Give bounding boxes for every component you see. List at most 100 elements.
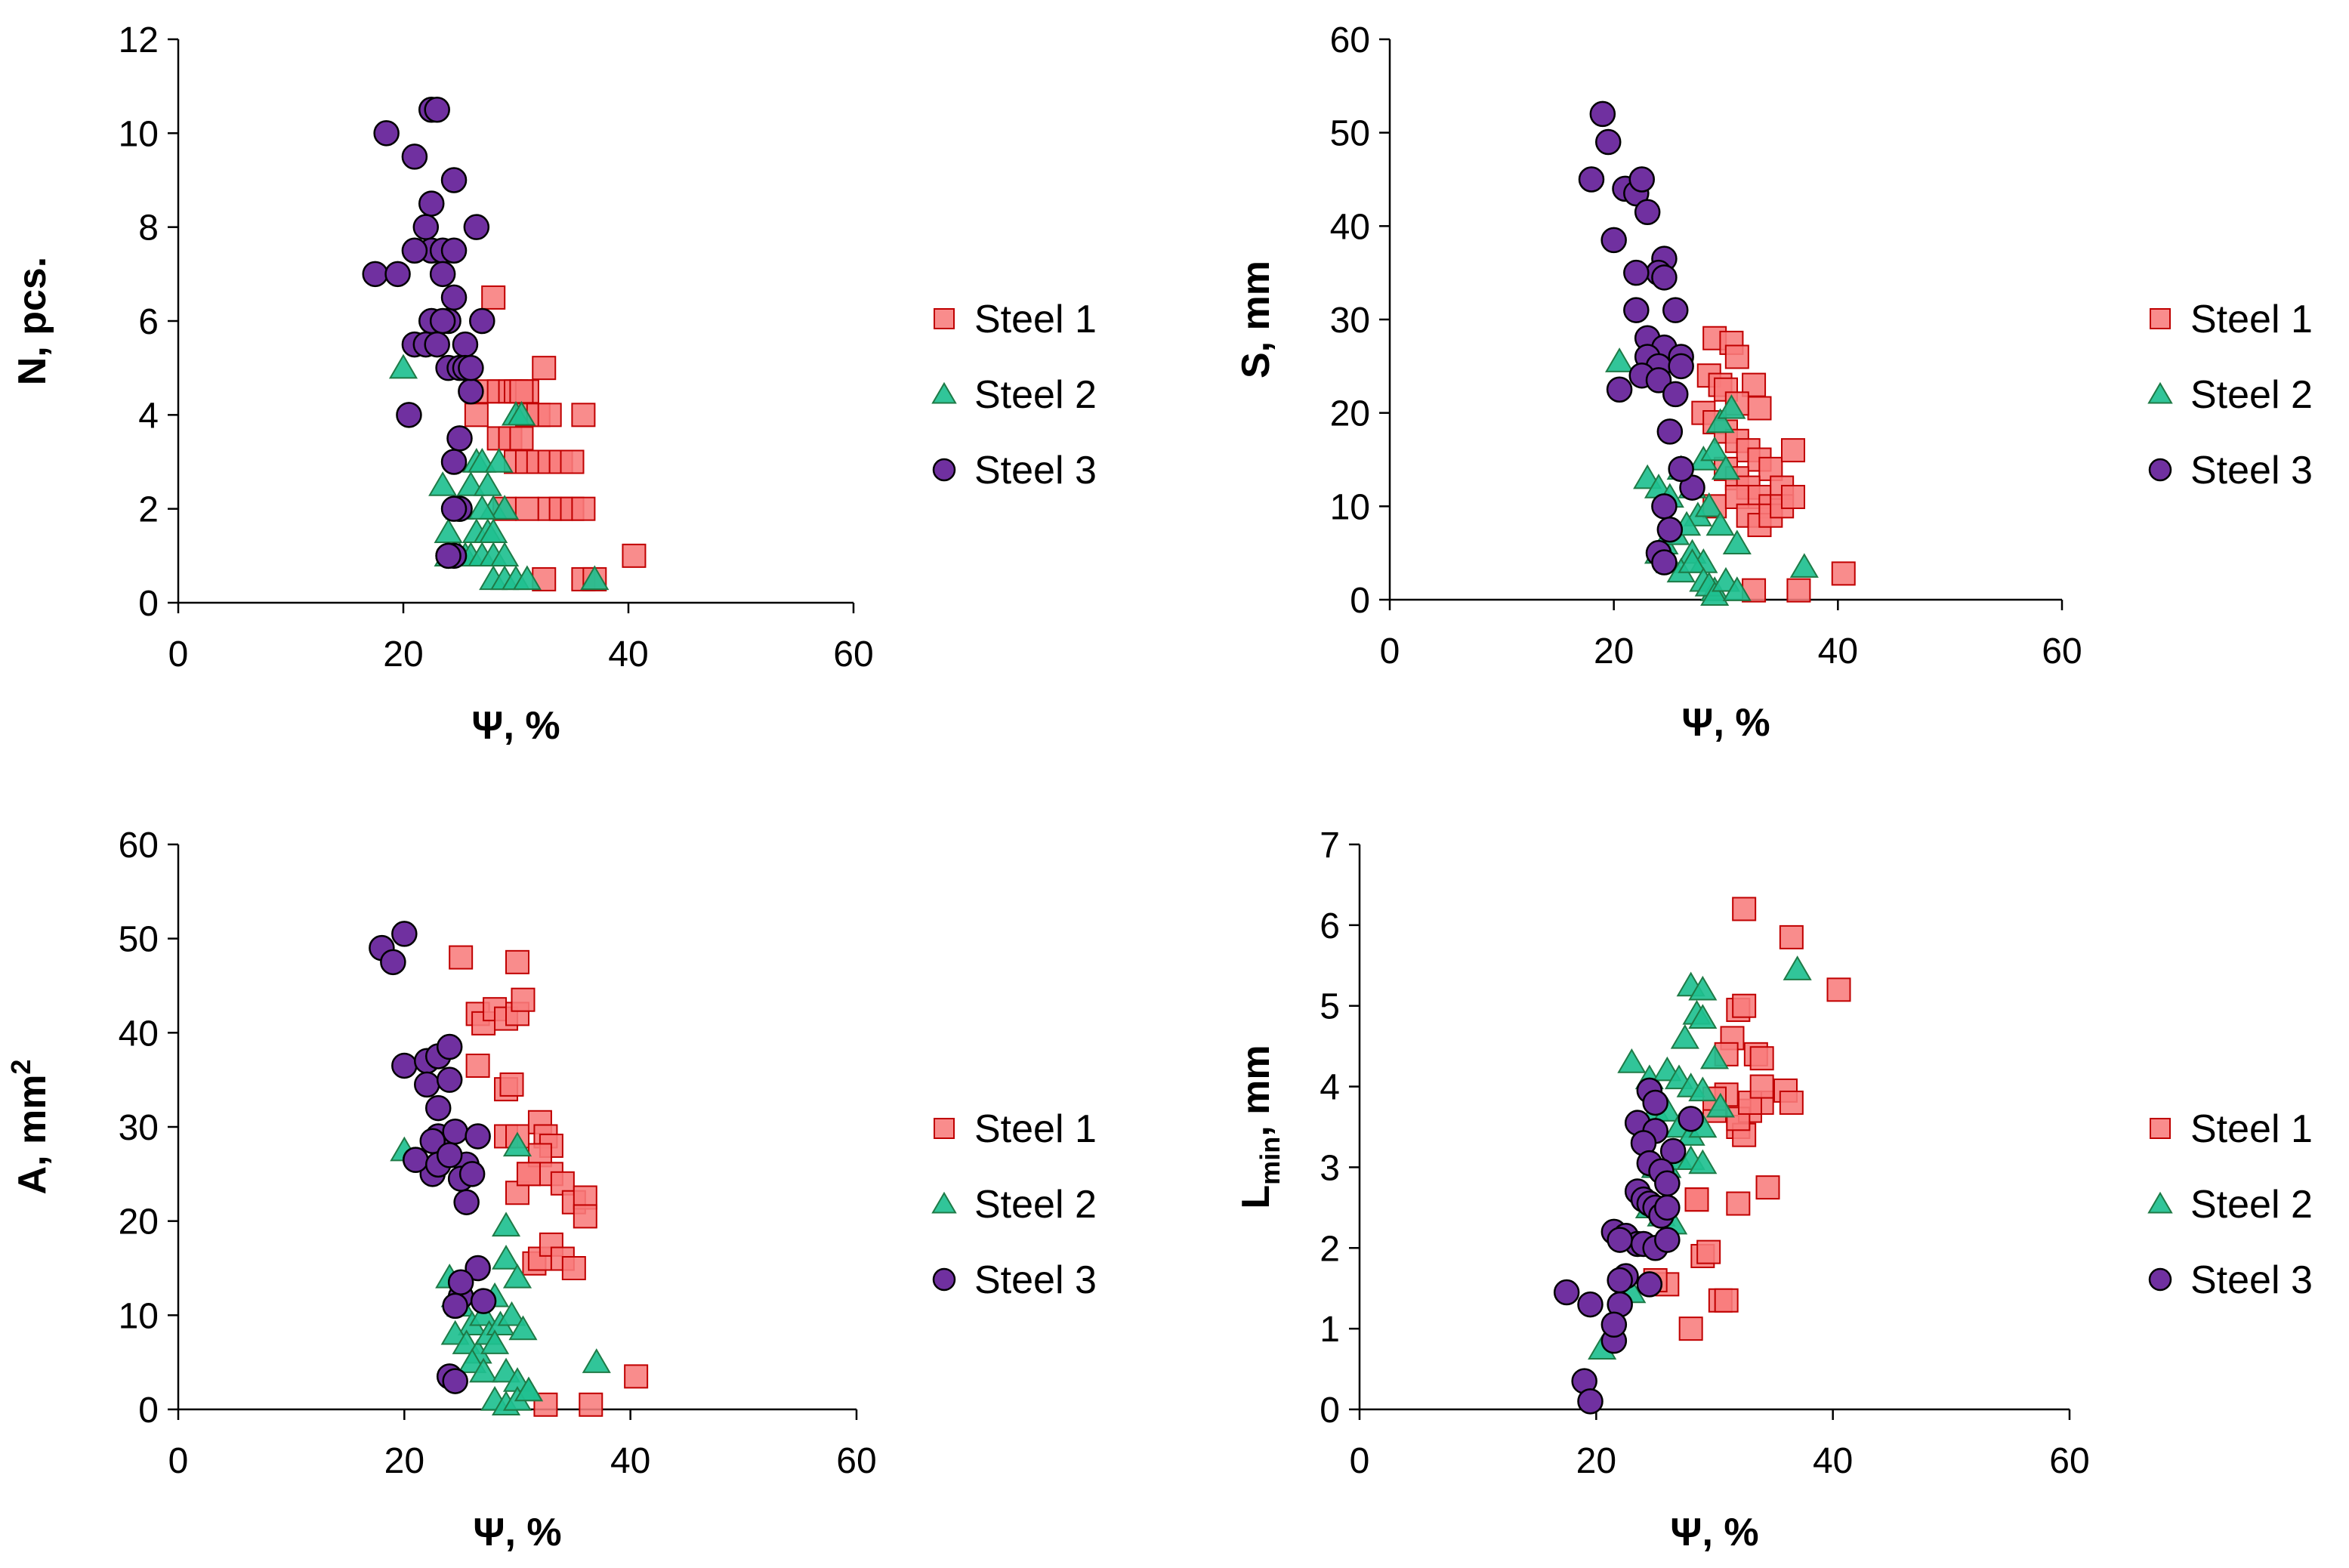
- data-point: [1714, 1288, 1739, 1313]
- data-point: [458, 378, 484, 405]
- data-point: [453, 1189, 480, 1215]
- data-point: [1668, 455, 1694, 483]
- legend: Steel 1 Steel 2 Steel 3: [931, 1107, 1097, 1302]
- data-point: [401, 144, 428, 170]
- data-point: [1656, 517, 1684, 543]
- data-point: [424, 97, 450, 123]
- legend-marker: [934, 308, 955, 329]
- data-point: [1749, 1046, 1774, 1071]
- data-point: [1578, 166, 1605, 193]
- data-point: [1662, 297, 1689, 323]
- data-point: [1589, 100, 1616, 128]
- data-point: [1826, 977, 1851, 1002]
- data-point: [1688, 1076, 1718, 1102]
- data-point: [436, 1033, 463, 1060]
- legend-marker: [932, 458, 956, 482]
- legend-label: Steel 3: [2190, 449, 2313, 492]
- y-tick-label: 10: [119, 1296, 159, 1336]
- data-point: [507, 400, 536, 426]
- data-point: [512, 565, 542, 591]
- data-point: [1831, 561, 1856, 586]
- y-axis-title: A, mm2: [5, 1060, 54, 1195]
- data-point: [509, 379, 534, 404]
- data-point: [436, 1142, 463, 1168]
- data-point: [1722, 576, 1752, 601]
- data-point: [480, 1329, 510, 1354]
- data-point: [1732, 993, 1757, 1018]
- data-point: [1623, 259, 1650, 286]
- data-point: [514, 1376, 544, 1402]
- x-tick-label: 40: [608, 634, 648, 674]
- series-steel-3: [369, 921, 497, 1394]
- legend-marker: [931, 381, 957, 404]
- x-tick-label: 40: [1818, 631, 1858, 671]
- y-tick-label: 30: [1330, 301, 1370, 341]
- data-point: [502, 1263, 532, 1289]
- data-point: [373, 120, 400, 147]
- data-point: [414, 1071, 440, 1098]
- y-tick-label: 1: [1320, 1310, 1340, 1350]
- data-point: [580, 565, 610, 591]
- data-point: [429, 261, 456, 288]
- data-point: [1636, 1271, 1663, 1298]
- data-point: [511, 987, 536, 1012]
- legend-label: Steel 1: [974, 298, 1097, 341]
- data-point: [1705, 1092, 1735, 1118]
- data-point: [624, 1364, 649, 1389]
- data-point: [1634, 199, 1661, 226]
- y-tick-label: 30: [119, 1108, 159, 1148]
- data-point: [464, 403, 489, 427]
- legend-label: Steel 1: [2190, 298, 2313, 341]
- y-tick-label: 3: [1320, 1148, 1340, 1188]
- data-point: [1645, 367, 1672, 394]
- data-point: [1553, 1279, 1580, 1306]
- data-point: [490, 495, 520, 520]
- legend-marker: [2148, 458, 2172, 482]
- data-point: [582, 1348, 611, 1373]
- data-point: [1678, 1106, 1704, 1132]
- data-point: [1783, 955, 1812, 980]
- y-tick-label: 0: [138, 1391, 159, 1431]
- data-point: [440, 237, 468, 264]
- data-point: [1694, 492, 1724, 517]
- legend-label: Steel 3: [974, 449, 1097, 492]
- legend: Steel 1 Steel 2 Steel 3: [931, 298, 1097, 492]
- x-tick-label: 60: [2042, 631, 2082, 671]
- data-point: [1696, 1239, 1721, 1264]
- series-steel-3: [1578, 100, 1705, 576]
- data-point: [1781, 484, 1805, 509]
- data-point: [428, 471, 458, 496]
- data-point: [419, 1128, 446, 1154]
- data-point: [1747, 396, 1772, 421]
- x-tick-label: 60: [836, 1441, 876, 1481]
- data-point: [509, 426, 534, 451]
- data-point: [435, 542, 461, 569]
- x-tick-label: 20: [383, 634, 423, 674]
- legend-label: Steel 2: [2190, 373, 2313, 417]
- data-point: [1678, 548, 1707, 573]
- data-point: [1617, 1048, 1647, 1073]
- legend-marker: [2148, 1267, 2172, 1292]
- data-point: [1786, 578, 1811, 603]
- x-axis-title: Ψ, %: [1681, 701, 1770, 745]
- data-point: [560, 449, 585, 474]
- data-point: [1711, 455, 1741, 480]
- data-point: [1623, 297, 1650, 323]
- y-tick-label: 60: [1330, 20, 1370, 60]
- data-point: [573, 1204, 597, 1229]
- y-axis-title: N, pcs.: [11, 257, 54, 386]
- legend-label: Steel 2: [974, 1183, 1097, 1227]
- data-point: [401, 237, 428, 264]
- data-point: [440, 167, 468, 193]
- y-tick-label: 20: [119, 1202, 159, 1242]
- data-point: [1600, 227, 1627, 254]
- data-point: [537, 403, 562, 427]
- series-steel-3: [362, 97, 495, 569]
- data-point: [1684, 1187, 1709, 1212]
- data-point: [1628, 166, 1655, 193]
- series-steel-1: [1691, 326, 1856, 603]
- x-tick-label: 40: [1813, 1441, 1853, 1481]
- y-axis-title: S, mm: [1234, 261, 1278, 378]
- data-point: [1606, 376, 1633, 403]
